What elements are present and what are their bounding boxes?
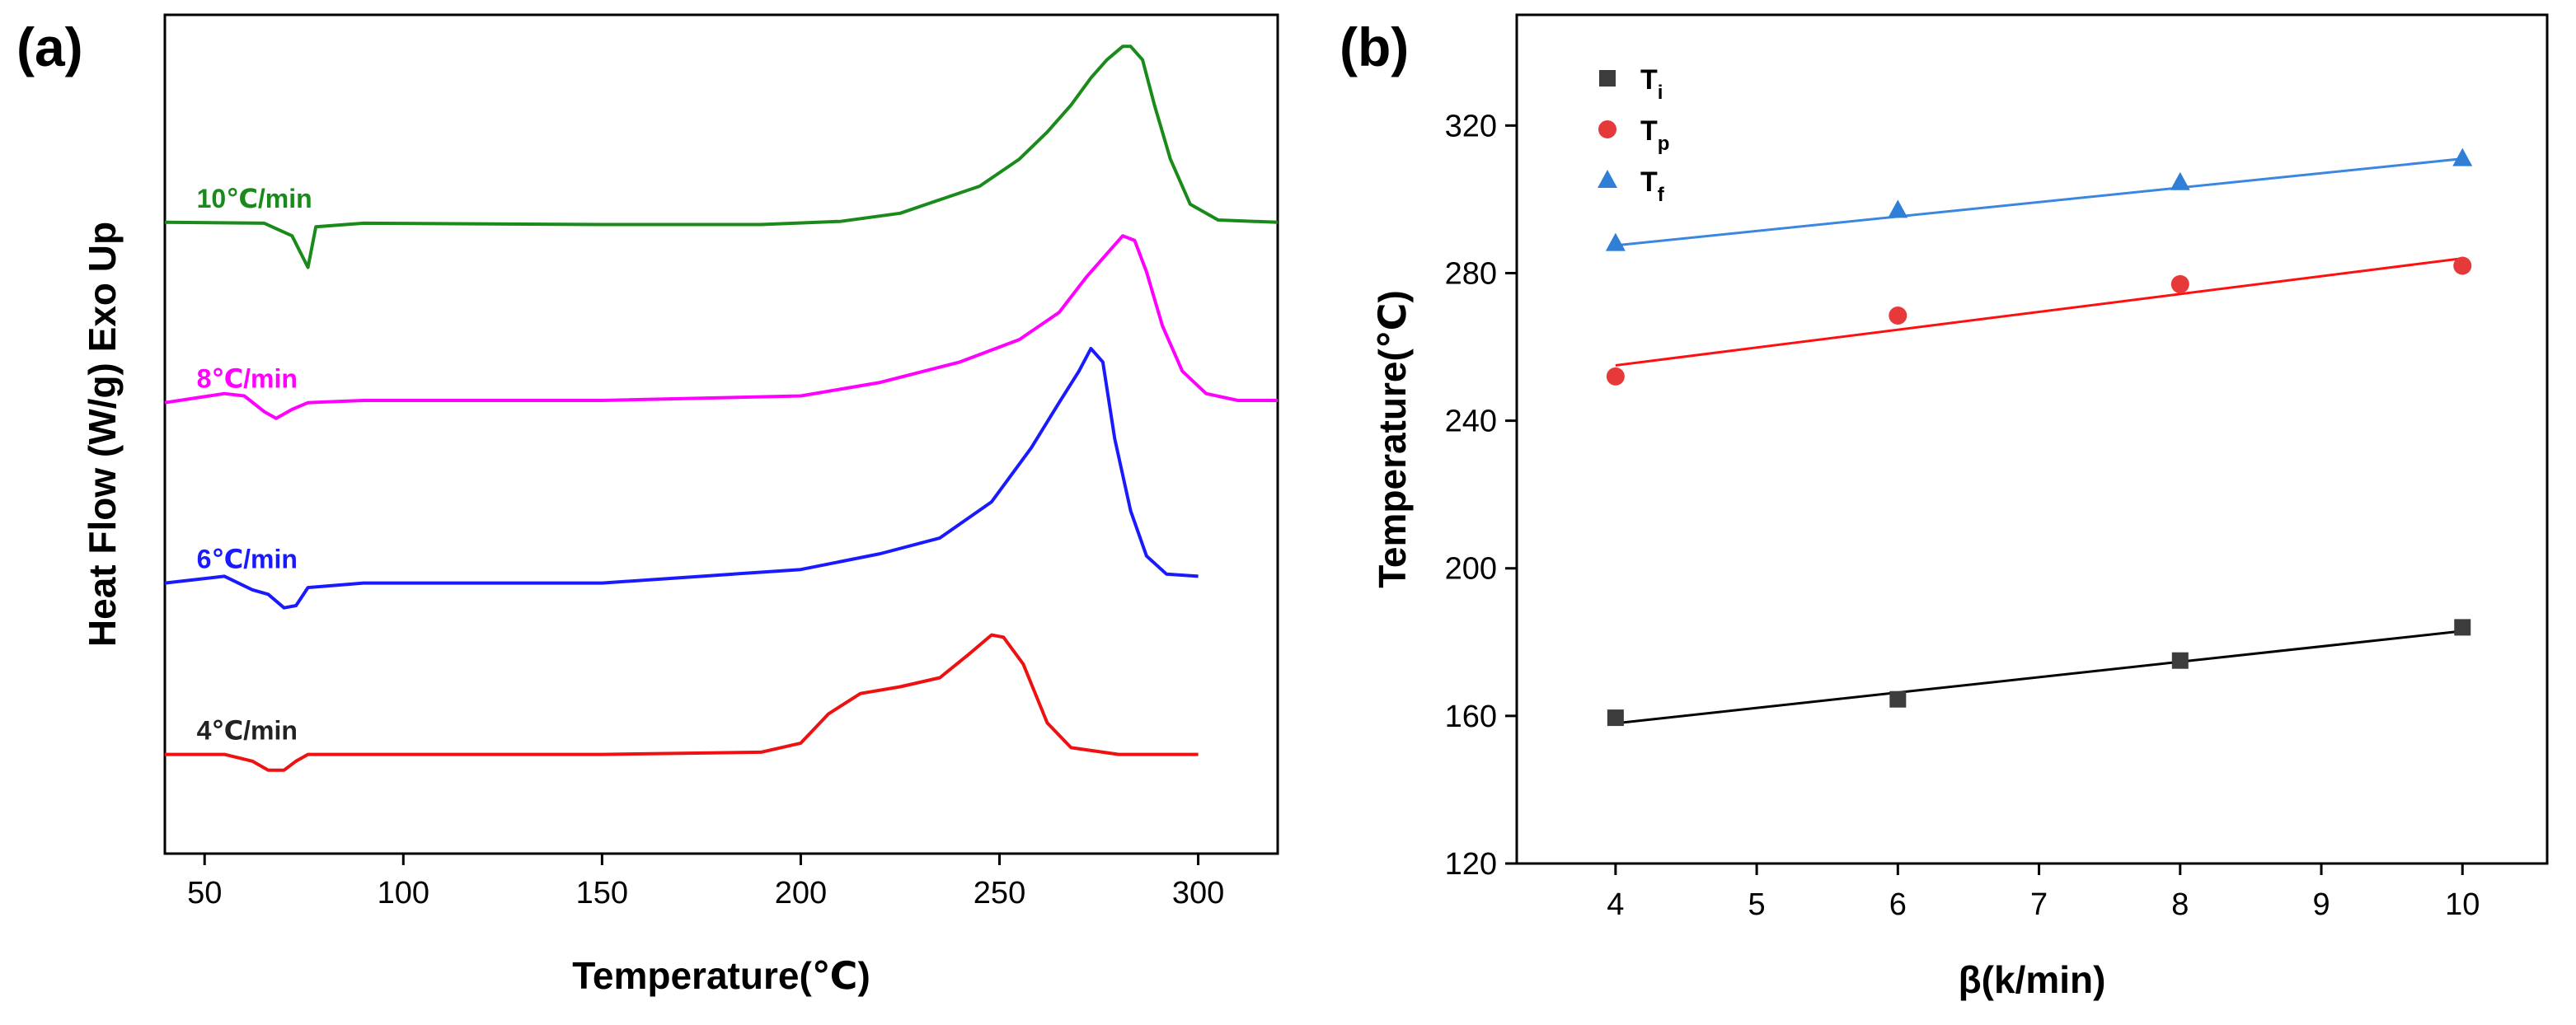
- panel-a-frame: [163, 13, 1279, 855]
- panel-b-legend: Ti Tp Tf: [1598, 64, 1669, 206]
- data-point-tp: [1606, 367, 1625, 386]
- panel-a: (a) 50 100 150 200 250 300 10℃/min 8℃/min 6℃/mi…: [16, 13, 1279, 997]
- panel-b-y-tick-label: 200: [1445, 552, 1497, 587]
- legend-marker-ti: [1599, 70, 1616, 87]
- panel-b-y-tick-label: 120: [1445, 847, 1497, 882]
- fit-line-tf: [1615, 157, 2463, 247]
- panel-a-x-ticks: 50 100 150 200 250 300: [187, 854, 1224, 910]
- data-point-tf: [2452, 147, 2473, 166]
- data-point-tp: [2453, 256, 2472, 275]
- panel-a-y-axis-title: Heat Flow (W/g) Exo Up: [81, 222, 124, 647]
- legend-marker-tf: [1598, 170, 1617, 188]
- panel-a-x-tick-label: 150: [576, 876, 628, 910]
- panel-b-y-ticks: 120 160 200 240 280 320: [1445, 109, 1517, 882]
- data-point-ti: [2454, 619, 2471, 636]
- panel-a-curve-labels: 10℃/min 8℃/min 6℃/min 4℃/min: [197, 184, 312, 746]
- curve-4-min: [165, 633, 1199, 772]
- data-point-ti: [1889, 690, 1907, 708]
- curve-8-min: [164, 234, 1278, 420]
- panel-b-y-tick-label: 280: [1445, 256, 1497, 291]
- panel-b: (b) 4 5 6 7 8 9 10 120 160 200 240 280 320 Ti Tp Tf β…: [1340, 13, 2549, 1001]
- data-point-tf: [1605, 232, 1626, 251]
- panel-b-fit-lines: [1615, 157, 2463, 725]
- panel-b-x-axis-title: β(k/min): [1959, 958, 2106, 1001]
- panel-b-x-tick-label: 5: [1748, 887, 1766, 922]
- legend-label-tp: Tp: [1640, 115, 1669, 155]
- legend-marker-tp: [1598, 120, 1616, 138]
- curve-label-4-min: 4℃/min: [197, 716, 298, 746]
- panel-a-label: (a): [16, 16, 83, 77]
- panel-b-label: (b): [1340, 16, 1409, 77]
- legend-label-tf: Tf: [1640, 166, 1665, 206]
- panel-b-x-tick-label: 10: [2445, 887, 2480, 922]
- legend-label-ti: Ti: [1640, 64, 1663, 104]
- curve-6-min: [164, 347, 1199, 610]
- curve-label-6-min: 6℃/min: [197, 545, 298, 574]
- fit-line-tp: [1615, 257, 2463, 367]
- curve-10-min: [164, 44, 1279, 269]
- panel-b-y-tick-label: 240: [1445, 405, 1497, 439]
- panel-b-x-tick-label: 9: [2312, 887, 2330, 922]
- panel-a-curves: [164, 44, 1279, 772]
- panel-a-x-tick-label: 50: [187, 876, 222, 910]
- panel-b-x-ticks: 4 5 6 7 8 9 10: [1607, 864, 2480, 922]
- curve-label-10-min: 10℃/min: [197, 184, 312, 213]
- panel-a-x-tick-label: 200: [775, 876, 827, 910]
- panel-a-x-tick-label: 300: [1172, 876, 1224, 910]
- panel-a-x-tick-label: 100: [378, 876, 429, 910]
- data-point-tf: [1888, 199, 1908, 218]
- data-point-ti: [1607, 709, 1624, 727]
- data-point-tf: [2170, 171, 2190, 190]
- data-point-ti: [2171, 652, 2189, 669]
- panel-a-x-axis-title: Temperature(℃): [572, 954, 870, 997]
- panel-a-x-tick-label: 250: [974, 876, 1025, 910]
- fit-line-ti: [1615, 630, 2463, 725]
- panel-b-x-tick-label: 6: [1889, 887, 1907, 922]
- curve-label-8-min: 8℃/min: [197, 364, 298, 394]
- panel-b-y-tick-label: 320: [1445, 109, 1497, 143]
- panel-b-points: [1605, 147, 2473, 727]
- panel-b-frame: [1515, 13, 2549, 865]
- data-point-tp: [2170, 274, 2189, 293]
- data-point-tp: [1889, 306, 1907, 325]
- panel-b-x-tick-label: 8: [2171, 887, 2189, 922]
- panel-b-x-tick-label: 4: [1607, 887, 1624, 922]
- panel-b-y-axis-title: Temperature(℃): [1371, 290, 1414, 588]
- panel-b-x-tick-label: 7: [2030, 887, 2048, 922]
- panel-b-y-tick-label: 160: [1445, 700, 1497, 734]
